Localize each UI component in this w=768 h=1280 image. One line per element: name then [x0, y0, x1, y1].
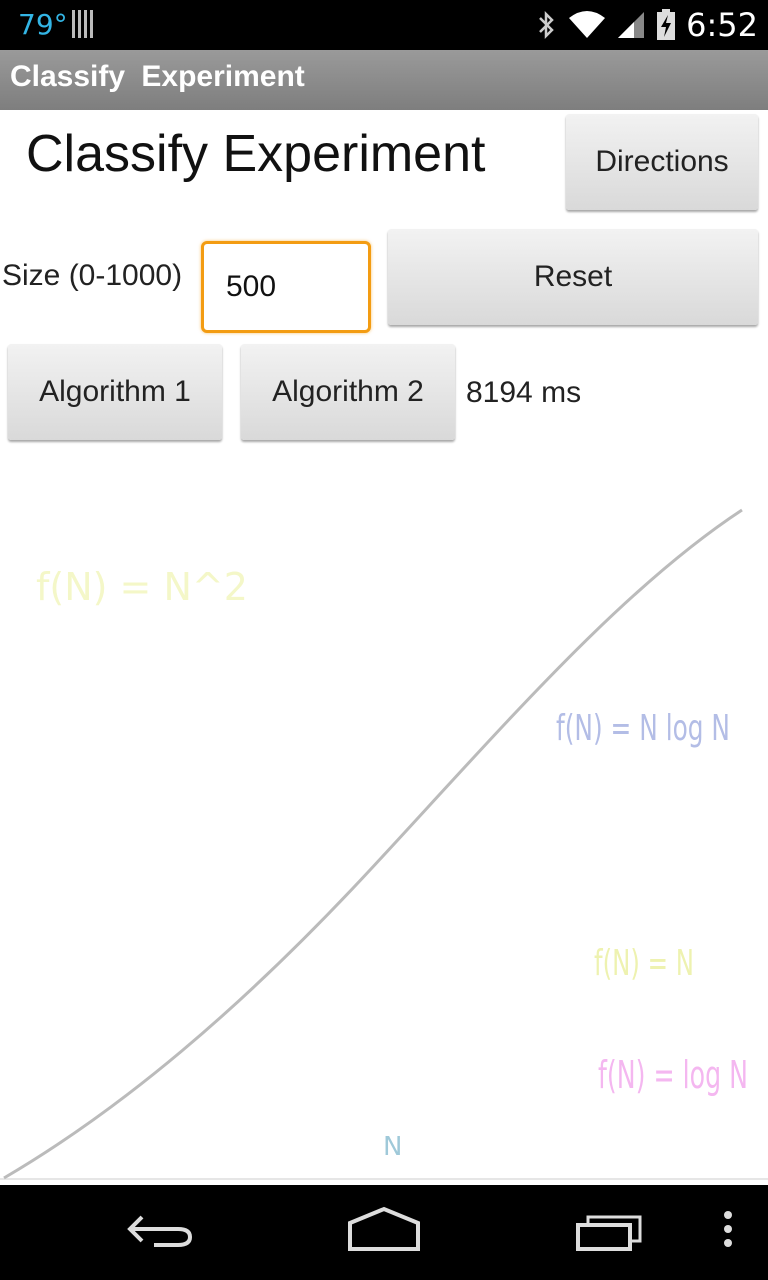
bluetooth-icon [539, 10, 554, 40]
signal-bars-icon [72, 10, 96, 38]
label-n-log-n: f(N) = N log N [556, 708, 730, 749]
app-title: Classify Experiment [10, 60, 305, 93]
home-icon[interactable] [346, 1205, 422, 1255]
status-bar: 79° 6:52 [0, 0, 768, 50]
reset-button[interactable]: Reset [388, 229, 758, 325]
label-n: f(N) = N [594, 943, 694, 984]
clock-text: 6:52 [686, 6, 758, 44]
page-title: Classify Experiment [26, 125, 486, 183]
wifi-icon [569, 11, 606, 38]
battery-icon [657, 9, 676, 40]
timing-curve [3, 508, 743, 1180]
size-input[interactable] [201, 241, 371, 333]
temperature-text: 79° [18, 8, 68, 41]
recents-icon[interactable] [574, 1205, 646, 1255]
status-icons: 6:52 [536, 0, 758, 50]
directions-button[interactable]: Directions [566, 114, 758, 210]
cell-signal-icon [618, 12, 645, 38]
x-axis-label: N [383, 1132, 402, 1162]
back-icon[interactable] [124, 1205, 196, 1255]
algorithm-2-button[interactable]: Algorithm 2 [241, 344, 455, 440]
label-n-squared: f(N) = N^2 [36, 565, 248, 609]
label-log-n: f(N) = log N [598, 1053, 748, 1097]
complexity-graph: f(N) = N^2 f(N) = N log N f(N) = N f(N) … [0, 508, 768, 1180]
result-time-text: 8194 ms [466, 376, 582, 409]
navigation-bar [0, 1185, 768, 1280]
menu-icon[interactable] [718, 1205, 738, 1255]
algorithm-1-button[interactable]: Algorithm 1 [8, 344, 222, 440]
action-bar: Classify Experiment [0, 50, 768, 110]
size-label: Size (0-1000) [2, 259, 183, 292]
